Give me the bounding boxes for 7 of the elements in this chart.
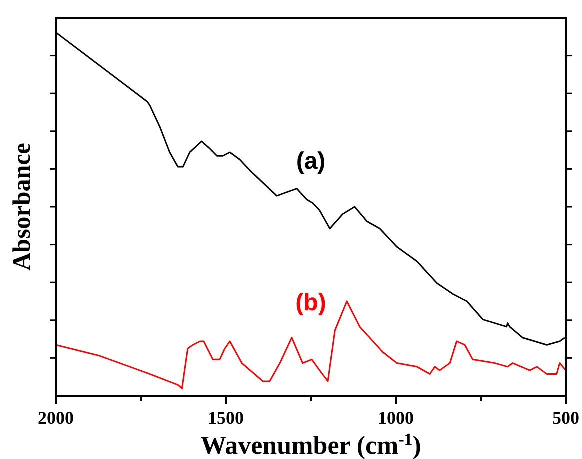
- x-tick-label: 1000: [378, 408, 414, 428]
- x-tick-label: 500: [552, 408, 580, 428]
- series-label: (b): [296, 290, 326, 317]
- series-label: (a): [296, 148, 326, 176]
- x-tick-label: 2000: [38, 408, 74, 428]
- y-axis-title: Absorbance: [9, 143, 36, 271]
- x-tick-label: 1500: [208, 408, 244, 428]
